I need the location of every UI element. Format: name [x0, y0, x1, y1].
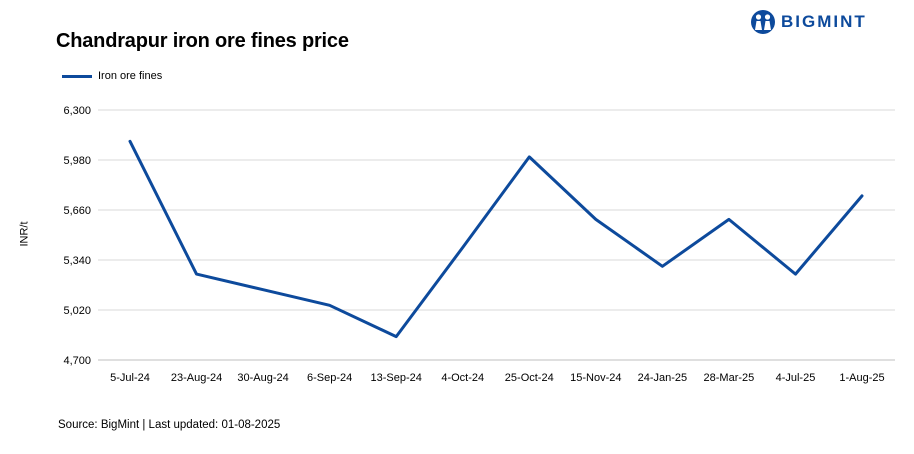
y-tick-label: 5,340 [63, 255, 91, 267]
x-tick-label: 1-Aug-25 [839, 372, 884, 384]
x-tick-label: 30-Aug-24 [237, 372, 288, 384]
x-tick-label: 15-Nov-24 [570, 372, 621, 384]
y-tick-label: 4,700 [63, 355, 91, 367]
x-tick-label: 4-Jul-25 [776, 372, 816, 384]
x-tick-label: 25-Oct-24 [505, 372, 554, 384]
y-tick-label: 6,300 [63, 105, 91, 117]
y-tick-label: 5,020 [63, 305, 91, 317]
series-line [128, 139, 864, 339]
x-tick-label: 6-Sep-24 [307, 372, 352, 384]
brand-logo: BIGMINT [751, 8, 867, 36]
x-tick-label: 4-Oct-24 [441, 372, 484, 384]
x-tick-label: 24-Jan-25 [638, 372, 688, 384]
x-tick-label: 13-Sep-24 [370, 372, 421, 384]
legend: Iron ore fines [62, 70, 162, 82]
legend-label: Iron ore fines [98, 70, 163, 82]
chart-title: Chandrapur iron ore fines price [56, 30, 349, 52]
x-tick-label: 28-Mar-25 [704, 372, 755, 384]
y-tick-label: 5,980 [63, 155, 91, 167]
legend-swatch [62, 74, 92, 78]
x-tick-label: 23-Aug-24 [171, 372, 222, 384]
brand-name: BIGMINT [781, 12, 867, 31]
x-tick-label: 5-Jul-24 [110, 372, 150, 384]
people-logo-icon [751, 10, 775, 34]
source-note: Source: BigMint | Last updated: 01-08-20… [58, 419, 281, 431]
y-tick-label: 5,660 [63, 205, 91, 217]
